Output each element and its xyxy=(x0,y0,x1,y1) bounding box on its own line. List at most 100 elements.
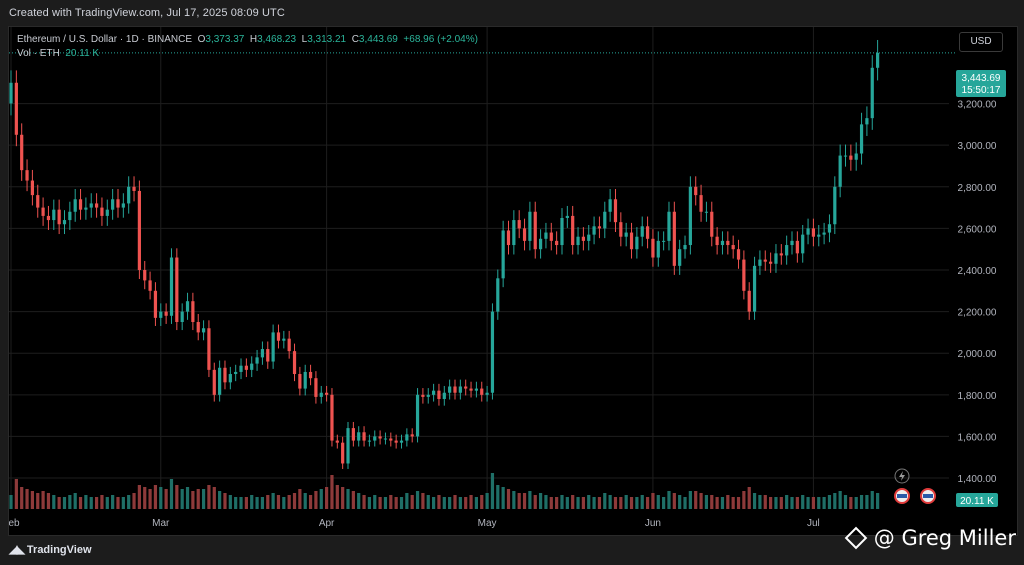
volume-bar xyxy=(624,495,628,509)
candle-body xyxy=(704,211,709,213)
candle-body xyxy=(143,270,147,281)
volume-bar xyxy=(699,493,703,509)
volume-bar xyxy=(565,497,569,509)
ohlc-row: Ethereum / U.S. Dollar · 1D · BINANCE O3… xyxy=(17,33,478,47)
candle-body xyxy=(180,311,184,323)
volume-bar xyxy=(57,497,61,509)
volume-bar xyxy=(683,497,687,509)
volume-bar xyxy=(645,497,650,509)
candle-body xyxy=(228,374,232,383)
event-markers[interactable] xyxy=(894,468,936,504)
volume-bar xyxy=(175,485,179,509)
volume-bar xyxy=(143,487,147,509)
candle-body xyxy=(870,67,874,119)
binance-diamond-icon xyxy=(844,526,868,550)
candle-body xyxy=(62,220,67,225)
x-tick-label: Jun xyxy=(645,518,661,529)
candle-body xyxy=(201,328,206,333)
volume-row: Vol · ETH 20.11 K xyxy=(17,47,478,61)
candle-body xyxy=(298,374,302,389)
volume-bar xyxy=(373,495,377,509)
volume-bar xyxy=(651,493,655,509)
volume-bar xyxy=(399,497,404,509)
y-tick-label: 2,600.00 xyxy=(958,224,997,235)
us-flag-stripe-2 xyxy=(923,494,933,498)
volume-bar xyxy=(415,491,420,509)
candle-body xyxy=(806,228,810,235)
volume-bar xyxy=(78,497,83,509)
y-tick-label: 3,000.00 xyxy=(958,141,997,152)
candle-body xyxy=(517,220,521,229)
volume-bar xyxy=(191,491,195,509)
candle-body xyxy=(357,432,361,441)
high-value: 3,468.23 xyxy=(257,34,297,45)
candle-body xyxy=(266,349,270,362)
volume-bar xyxy=(576,497,580,509)
candle-body xyxy=(769,261,773,264)
volume-bar xyxy=(357,493,361,509)
volume-bar xyxy=(303,493,307,509)
x-tick-label: Jul xyxy=(807,518,820,529)
volume-bar xyxy=(769,497,773,509)
symbol-legend: Ethereum / U.S. Dollar · 1D · BINANCE O3… xyxy=(17,33,478,61)
volume-bar xyxy=(89,497,93,509)
volume-bar xyxy=(538,493,543,509)
volume-bar xyxy=(196,489,200,509)
volume-bar xyxy=(169,479,174,509)
volume-bars xyxy=(9,473,880,509)
candle-body xyxy=(763,259,767,262)
candle-body xyxy=(41,207,45,216)
candle-body xyxy=(458,386,462,393)
author-watermark: @ Greg Miller xyxy=(844,526,1016,550)
candle-body xyxy=(260,349,265,358)
candle-body xyxy=(544,232,548,239)
candle-body xyxy=(239,365,243,372)
volume-bar xyxy=(378,497,382,509)
candle-body xyxy=(726,240,730,246)
candle-body xyxy=(303,371,307,389)
volume-bar xyxy=(351,491,355,509)
volume-bar xyxy=(431,497,436,509)
volume-bar xyxy=(490,473,495,509)
flash-event-icon[interactable] xyxy=(894,468,910,484)
volume-bar xyxy=(619,497,623,509)
volume-bar xyxy=(870,491,874,509)
volume-bar xyxy=(234,497,238,509)
candle-body xyxy=(421,394,425,397)
volume-bar xyxy=(159,487,163,509)
volume-bar xyxy=(448,497,452,509)
volume-tag: 20.11 K xyxy=(956,493,998,507)
candle-body xyxy=(774,253,778,264)
candle-body xyxy=(731,245,735,250)
candle-body xyxy=(747,290,751,312)
volume-bar xyxy=(111,495,115,509)
volume-bar xyxy=(587,495,591,509)
chart-pane[interactable]: 3,200.00 3,000.00 2,800.00 2,600.00 2,400.00… xyxy=(8,26,1018,536)
low-label: L xyxy=(301,34,308,45)
symbol-title: Ethereum / U.S. Dollar · 1D · BINANCE xyxy=(17,34,193,45)
candle-body xyxy=(651,238,655,258)
candle-body xyxy=(849,155,853,160)
currency-button[interactable]: USD xyxy=(959,32,1003,52)
volume-bar xyxy=(747,487,751,509)
tradingview-icon: ◢◣ xyxy=(9,544,25,556)
candle-body xyxy=(373,436,377,441)
candle-body xyxy=(14,82,18,135)
candle-body xyxy=(838,155,842,187)
candle-body xyxy=(84,207,88,210)
volume-bar xyxy=(20,487,24,509)
volume-bar xyxy=(185,487,190,509)
candle-body xyxy=(325,392,329,395)
candle-body xyxy=(367,440,372,442)
candle-body xyxy=(560,217,564,246)
volume-bar xyxy=(62,497,67,509)
candle-body xyxy=(581,236,585,241)
candle-body xyxy=(619,222,623,237)
candlestick-chart[interactable]: 3,200.00 3,000.00 2,800.00 2,600.00 2,400.00… xyxy=(9,27,1018,536)
tradingview-logo[interactable]: ◢◣ TradingView xyxy=(9,543,92,556)
volume-bar xyxy=(613,497,618,509)
volume-bar xyxy=(421,493,425,509)
candle-body xyxy=(244,365,248,370)
volume-bar xyxy=(603,493,607,509)
candle-body xyxy=(801,234,805,254)
